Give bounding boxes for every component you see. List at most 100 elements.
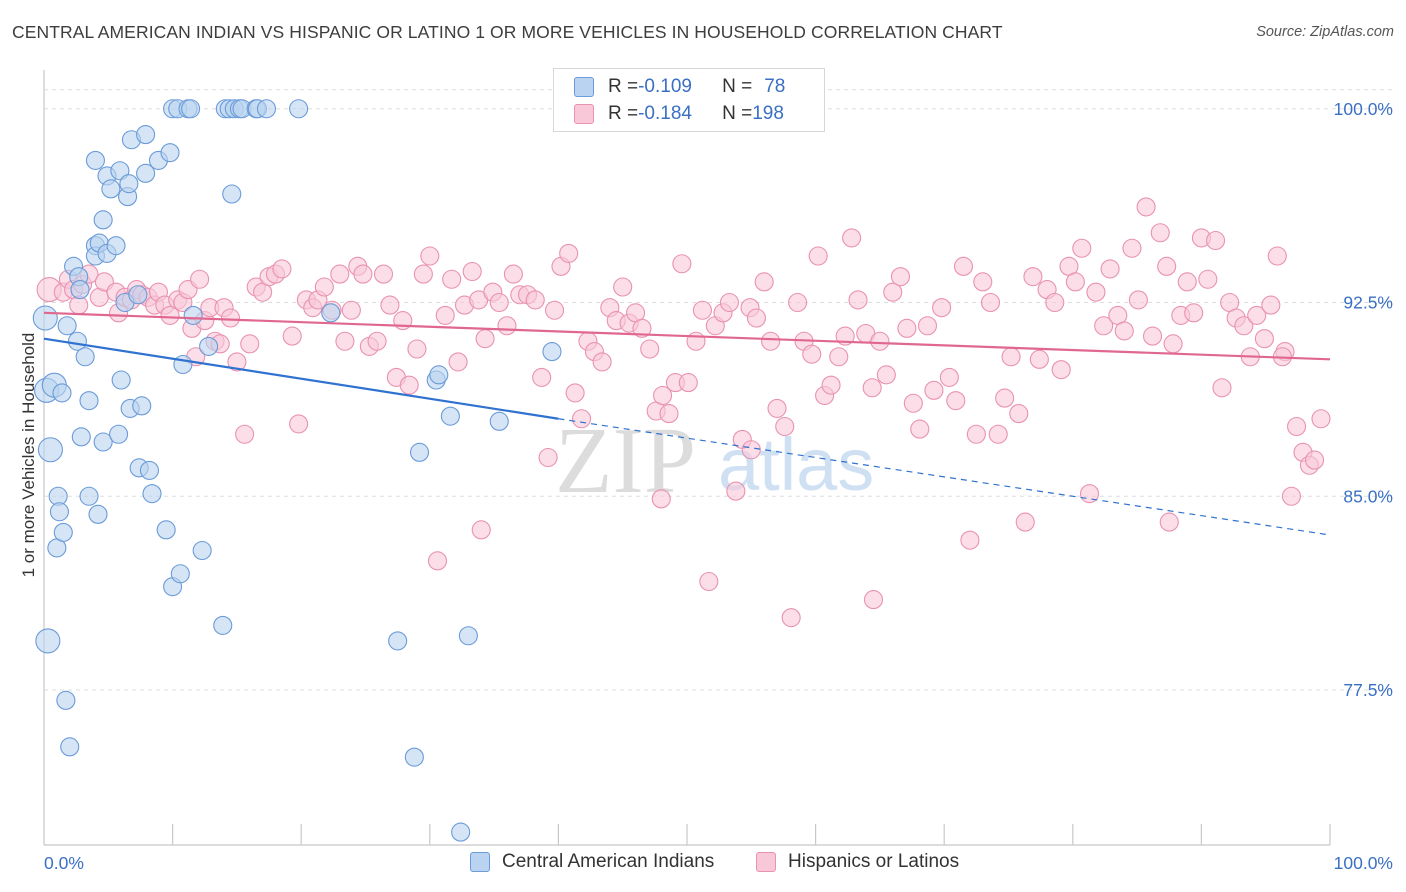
central-american-indian-point (222, 184, 242, 204)
hispanic-point (475, 329, 495, 349)
hispanic-point (420, 246, 440, 266)
hispanic-point (1150, 223, 1170, 243)
legend-n-value: 198 (752, 103, 784, 124)
hispanic-point (1029, 349, 1049, 369)
hispanic-point (497, 316, 517, 336)
hispanic-point (442, 269, 462, 289)
hispanic-point (973, 272, 993, 292)
hispanic-point (341, 300, 361, 320)
central-american-indian-point (321, 303, 341, 323)
hispanic-point (335, 331, 355, 351)
central-american-indian-point (67, 331, 87, 351)
central-american-indian-point (79, 391, 99, 411)
hispanic-point (1122, 238, 1142, 258)
hispanic-point (862, 378, 882, 398)
central-american-indian-point (192, 540, 212, 561)
trend-lines (43, 311, 1331, 536)
legend-r-label: R = (608, 103, 639, 124)
hispanic-point (659, 404, 679, 424)
source-label: Source: ZipAtlas.com (1256, 24, 1394, 40)
central-american-indian-point (489, 411, 509, 431)
hispanic-point (1177, 272, 1197, 292)
trend-line-central-american-indians-extension (558, 418, 1331, 536)
hispanic-point (995, 388, 1015, 408)
central-american-indian-point (409, 442, 430, 462)
central-american-indian-point (199, 336, 219, 356)
hispanic-point (282, 326, 302, 346)
hispanic-point (1247, 305, 1267, 325)
bottom-legend-swatch-blue (470, 852, 490, 872)
hispanic-point (1100, 259, 1120, 279)
hispanic-point (1094, 316, 1114, 336)
hispanic-point (525, 290, 545, 310)
central-american-indian-point (256, 99, 277, 119)
hispanic-point (761, 331, 781, 351)
hispanic-point (686, 331, 706, 351)
central-american-indian-point (85, 150, 105, 170)
hispanic-point (1267, 246, 1287, 266)
hispanic-point (640, 339, 660, 359)
central-american-indian-point (440, 406, 460, 426)
bottom-legend-label-blue: Central American Indians (502, 851, 715, 872)
hispanic-point (863, 590, 884, 610)
central-american-indian-point (429, 365, 449, 385)
legend-n-label: N = (722, 76, 753, 97)
hispanic-point (917, 316, 938, 336)
legend-r-value: -0.109 (638, 76, 692, 97)
hispanic-point (692, 300, 712, 320)
central-american-indian-point (404, 747, 424, 767)
hispanic-point (1254, 329, 1274, 349)
hispanic-point (272, 259, 292, 279)
hispanic-point (726, 481, 746, 501)
hispanics-points (36, 197, 1331, 628)
hispanic-point (808, 246, 828, 266)
hispanic-point (678, 373, 698, 393)
central-american-indian-point (132, 396, 152, 416)
hispanic-point (1184, 303, 1204, 323)
central-american-indian-point (139, 460, 160, 480)
y-tick-label: 77.5% (1343, 680, 1393, 700)
trend-line-hispanics (43, 311, 1331, 361)
central-american-indian-point (79, 486, 99, 506)
hispanic-point (1023, 267, 1043, 287)
legend-r-value: -0.184 (638, 103, 692, 124)
central-american-indian-point (156, 520, 176, 540)
bottom-legend: Central American Indians Hispanics or La… (0, 851, 1406, 879)
hispanic-point (462, 261, 482, 282)
hispanic-point (613, 277, 633, 297)
hispanic-point (220, 308, 241, 328)
hispanic-point (190, 269, 210, 289)
hispanic-point (1072, 238, 1092, 258)
hispanic-point (1159, 512, 1179, 532)
hispanic-point (1051, 360, 1071, 380)
hispanic-point (910, 419, 930, 439)
hispanic-point (1261, 295, 1281, 315)
central-american-indian-point (170, 564, 190, 584)
central-american-indian-point (49, 502, 69, 522)
chart-title: CENTRAL AMERICAN INDIAN VS HISPANIC OR L… (12, 22, 1003, 42)
central-american-indian-point (213, 615, 233, 635)
grid-lines (44, 89, 1394, 691)
hispanic-point (1065, 272, 1085, 292)
hispanic-point (448, 352, 468, 372)
hispanic-point (399, 375, 419, 395)
hispanic-point (1311, 409, 1331, 429)
hispanic-point (781, 608, 801, 628)
hispanic-point (227, 352, 247, 372)
hispanic-point (932, 298, 952, 318)
legend-r-label: R = (608, 76, 639, 97)
central-american-indian-point (109, 424, 129, 444)
hispanic-point (489, 292, 509, 313)
hispanic-point (980, 292, 1001, 313)
hispanic-point (1009, 404, 1029, 424)
hispanic-point (592, 352, 612, 372)
central-american-indian-point (142, 484, 162, 504)
hispanic-point (330, 264, 350, 284)
hispanic-point (741, 440, 761, 460)
legend-box: R = -0.109 N = 78 R = -0.184 N = 198 (553, 68, 825, 132)
hispanic-point (1142, 326, 1163, 346)
hispanic-point (876, 365, 896, 385)
hispanic-point (897, 318, 917, 338)
central-american-indian-point (57, 316, 77, 336)
